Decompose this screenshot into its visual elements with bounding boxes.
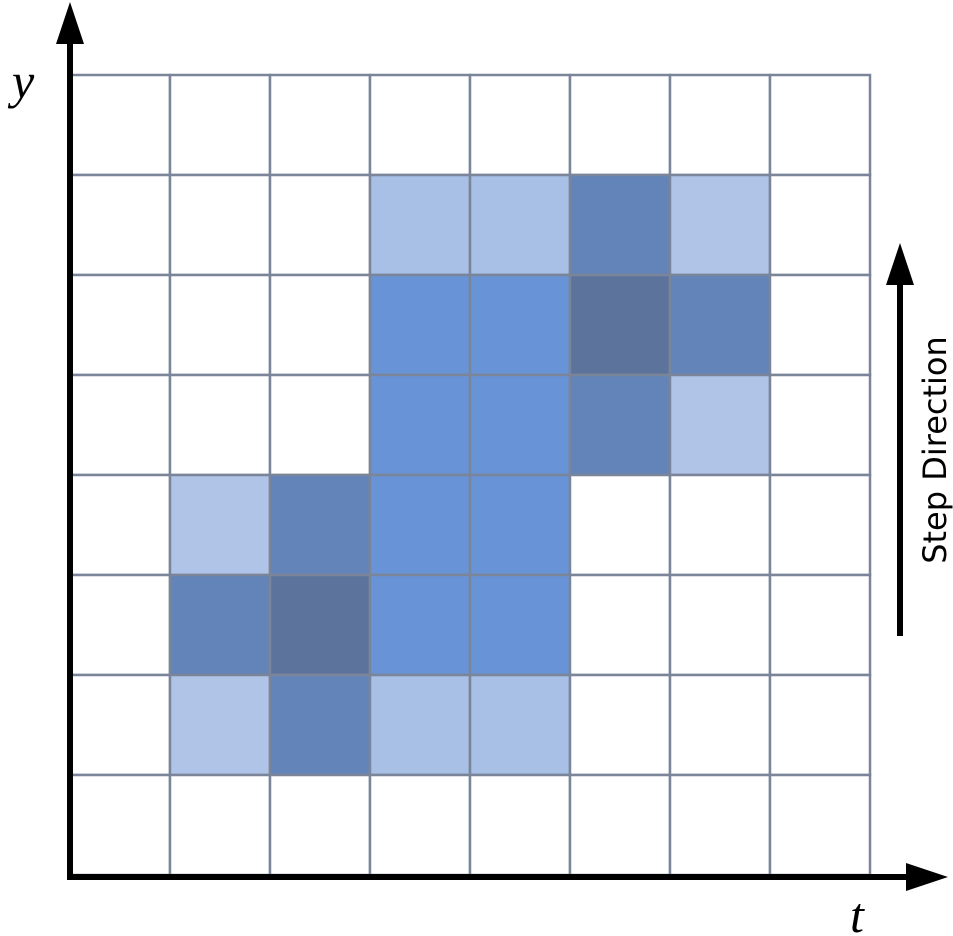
cell — [268, 73, 372, 177]
cell — [668, 673, 772, 777]
cell — [268, 573, 372, 677]
cell — [268, 173, 372, 277]
cell — [468, 173, 572, 277]
cell — [668, 473, 772, 577]
cell — [668, 273, 772, 377]
x-axis-arrow — [906, 863, 948, 891]
cell — [168, 373, 272, 477]
cell — [668, 173, 772, 277]
cell — [268, 673, 372, 777]
cell — [268, 273, 372, 377]
cell — [168, 573, 272, 677]
grid — [68, 73, 872, 877]
cell — [768, 473, 872, 577]
cell — [468, 373, 572, 477]
cell — [568, 573, 672, 677]
cell — [368, 473, 472, 577]
cell — [368, 373, 472, 477]
cell — [168, 173, 272, 277]
cell — [168, 673, 272, 777]
cell — [368, 773, 472, 877]
cell — [468, 773, 572, 877]
cell — [368, 273, 472, 377]
cell — [168, 73, 272, 177]
cell — [568, 173, 672, 277]
cell — [668, 773, 772, 877]
cell — [68, 273, 172, 377]
cell — [368, 673, 472, 777]
cell — [768, 673, 872, 777]
cell — [568, 73, 672, 177]
cell — [668, 73, 772, 177]
cell — [68, 73, 172, 177]
cell — [468, 673, 572, 777]
cell — [468, 573, 572, 677]
step-direction-label: Step Direction — [916, 336, 953, 564]
cell — [268, 773, 372, 877]
cell — [68, 473, 172, 577]
cell — [768, 773, 872, 877]
cell — [568, 673, 672, 777]
y-axis-arrow — [56, 2, 84, 44]
cell — [468, 73, 572, 177]
cell — [568, 373, 672, 477]
x-axis-label: t — [850, 887, 865, 936]
cell — [768, 73, 872, 177]
cell — [68, 773, 172, 877]
cell — [68, 173, 172, 277]
cell — [568, 773, 672, 877]
cell — [68, 373, 172, 477]
cell — [268, 473, 372, 577]
cell — [668, 373, 772, 477]
step-arrow-head — [886, 243, 914, 285]
cell — [368, 173, 472, 277]
cell — [568, 473, 672, 577]
cell — [268, 373, 372, 477]
cell — [468, 273, 572, 377]
cell — [468, 473, 572, 577]
cell — [368, 573, 472, 677]
cell — [768, 273, 872, 377]
cell — [568, 273, 672, 377]
cell — [68, 673, 172, 777]
cell — [368, 73, 472, 177]
cell — [768, 173, 872, 277]
cell — [168, 473, 272, 577]
cell — [68, 573, 172, 677]
y-axis-label: y — [7, 53, 35, 109]
cell — [168, 273, 272, 377]
cell — [768, 573, 872, 677]
cell — [168, 773, 272, 877]
cell — [668, 573, 772, 677]
cell — [768, 373, 872, 477]
